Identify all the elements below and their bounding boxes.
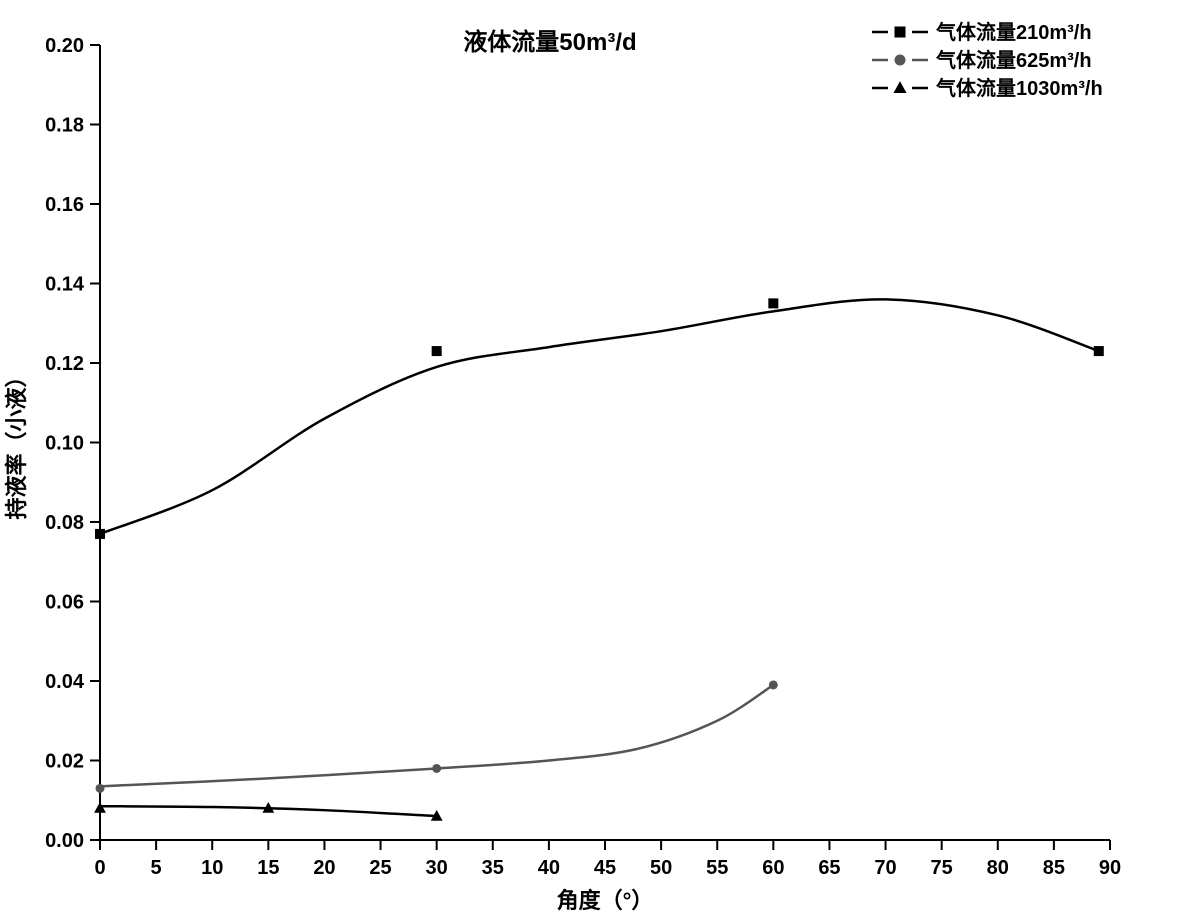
y-tick-label: 0.16 bbox=[45, 194, 84, 216]
y-tick-label: 0.06 bbox=[45, 592, 84, 614]
x-tick-label: 40 bbox=[538, 857, 560, 879]
marker-gas-flow-625 bbox=[96, 784, 105, 793]
x-tick-label: 5 bbox=[151, 857, 162, 879]
x-tick-label: 65 bbox=[818, 857, 840, 879]
chart-bg bbox=[0, 0, 1179, 919]
x-tick-label: 75 bbox=[931, 857, 953, 879]
x-tick-label: 50 bbox=[650, 857, 672, 879]
x-tick-label: 25 bbox=[369, 857, 391, 879]
x-tick-label: 55 bbox=[706, 857, 728, 879]
marker-gas-flow-210 bbox=[1094, 346, 1104, 356]
x-tick-label: 80 bbox=[987, 857, 1009, 879]
x-tick-label: 60 bbox=[762, 857, 784, 879]
y-tick-label: 0.18 bbox=[45, 115, 84, 137]
marker-gas-flow-210 bbox=[432, 346, 442, 356]
y-tick-label: 0.20 bbox=[45, 35, 84, 57]
legend-marker bbox=[895, 27, 906, 38]
x-tick-label: 45 bbox=[594, 857, 616, 879]
chart-container: 0 5 10 15 20 25 30 35 40 45 50 55 60 65 70 75 80 85 90 角度（°… bbox=[0, 0, 1179, 919]
chart-svg: 0 5 10 15 20 25 30 35 40 45 50 55 60 65 70 75 80 85 90 角度（°… bbox=[0, 0, 1179, 919]
x-tick-label: 35 bbox=[482, 857, 504, 879]
x-tick-label: 30 bbox=[426, 857, 448, 879]
x-tick-label: 10 bbox=[201, 857, 223, 879]
legend-label: 气体流量1030m³/h bbox=[935, 76, 1103, 100]
x-tick-label: 90 bbox=[1099, 857, 1121, 879]
y-tick-label: 0.04 bbox=[45, 671, 85, 693]
x-tick-label: 0 bbox=[94, 857, 105, 879]
x-tick-label: 15 bbox=[257, 857, 279, 879]
y-axis-title: 持液率（小液） bbox=[4, 365, 29, 519]
marker-gas-flow-210 bbox=[95, 529, 105, 539]
y-tick-label: 0.12 bbox=[45, 353, 84, 375]
y-tick-label: 0.02 bbox=[45, 751, 84, 773]
legend-label: 气体流量210m³/h bbox=[935, 20, 1092, 44]
x-tick-label: 85 bbox=[1043, 857, 1065, 879]
x-tick-label: 20 bbox=[313, 857, 335, 879]
marker-gas-flow-625 bbox=[432, 764, 441, 773]
marker-gas-flow-625 bbox=[769, 680, 778, 689]
legend-marker bbox=[895, 55, 906, 66]
y-tick-label: 0.14 bbox=[45, 274, 85, 296]
marker-gas-flow-210 bbox=[768, 298, 778, 308]
x-axis-title: 角度（°） bbox=[557, 888, 654, 913]
chart-title: 液体流量50m³/d bbox=[463, 28, 636, 56]
y-tick-label: 0.00 bbox=[45, 830, 84, 852]
legend-label: 气体流量625m³/h bbox=[935, 48, 1092, 72]
y-tick-label: 0.08 bbox=[45, 512, 84, 534]
y-tick-label: 0.10 bbox=[45, 433, 84, 455]
x-tick-label: 70 bbox=[874, 857, 896, 879]
